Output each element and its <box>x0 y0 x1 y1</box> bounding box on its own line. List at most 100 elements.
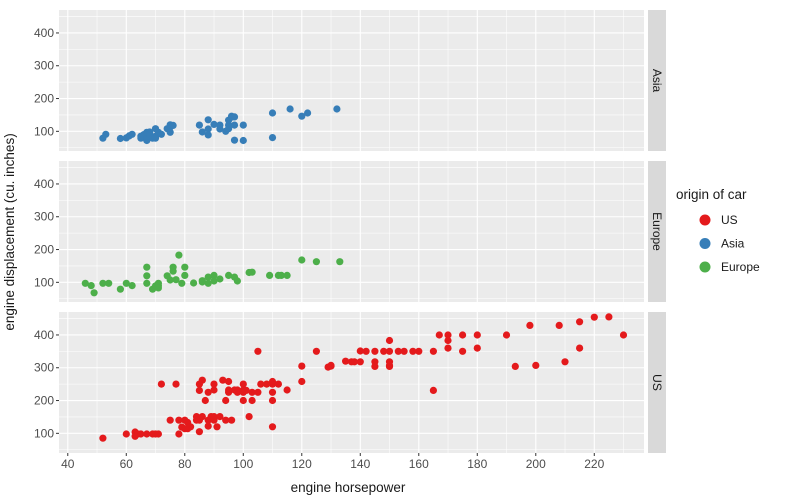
legend: origin of car US Asia Europe <box>676 187 760 274</box>
data-point <box>230 121 239 129</box>
data-point <box>198 277 206 285</box>
data-point <box>511 362 519 370</box>
x-tick-label: 180 <box>467 457 487 471</box>
data-point <box>245 413 253 421</box>
data-point <box>268 380 277 388</box>
data-point <box>274 380 282 388</box>
data-point <box>298 256 306 264</box>
data-point <box>195 121 203 129</box>
y-axis-title: engine displacement (cu. inches) <box>2 133 17 330</box>
legend-label: Europe <box>721 260 760 274</box>
data-point <box>222 416 230 424</box>
data-point <box>151 134 160 142</box>
data-point <box>99 279 107 287</box>
data-point <box>216 275 224 283</box>
data-point <box>336 258 344 266</box>
data-point <box>444 331 452 339</box>
facet-panel-europe: 100 200 300 400 Europe <box>34 161 666 302</box>
facet-strip <box>648 161 666 302</box>
data-point <box>102 130 110 138</box>
data-point <box>143 263 151 271</box>
legend-title: origin of car <box>676 187 747 202</box>
facet-panels: 100 200 300 400 Asia 100 200 300 400 Europe 100 200… <box>34 10 666 453</box>
data-point <box>371 362 379 370</box>
data-point <box>122 430 130 438</box>
data-point <box>225 377 233 386</box>
data-point <box>429 386 437 394</box>
scatter-points-us <box>99 313 628 442</box>
x-tick-label: 220 <box>584 457 604 471</box>
data-point <box>268 423 277 431</box>
data-point <box>198 413 206 421</box>
data-point <box>605 313 613 321</box>
data-point <box>204 273 212 281</box>
data-point <box>327 361 335 369</box>
x-tick-label: 100 <box>233 457 253 471</box>
data-point <box>219 376 227 384</box>
data-point <box>590 313 598 321</box>
data-point <box>333 105 341 113</box>
data-point <box>268 134 277 142</box>
data-point <box>400 347 408 355</box>
data-point <box>233 388 241 396</box>
data-point <box>190 279 198 287</box>
scatter-points-asia <box>99 105 341 145</box>
data-point <box>157 380 165 388</box>
y-tick-label: 100 <box>34 426 54 440</box>
data-point <box>473 344 481 352</box>
y-tick-label: 200 <box>34 394 54 408</box>
data-point <box>143 430 151 438</box>
data-point <box>195 386 203 394</box>
data-point <box>304 109 312 117</box>
y-tick-label: 100 <box>34 124 54 138</box>
x-axis: 40 60 80 100 120 140 160 180 200 220 <box>61 453 605 471</box>
data-point <box>198 128 206 136</box>
data-point <box>198 376 206 384</box>
data-point <box>99 434 107 442</box>
legend-swatch <box>699 214 711 226</box>
data-point <box>286 105 294 113</box>
data-point <box>210 120 218 128</box>
facet-strip-label: Europe <box>650 212 664 251</box>
data-point <box>128 282 136 290</box>
data-point <box>166 416 174 424</box>
data-point <box>268 396 277 405</box>
data-point <box>277 271 285 279</box>
data-point <box>172 380 180 388</box>
x-tick-label: 120 <box>292 457 312 471</box>
data-point <box>210 413 218 421</box>
data-point <box>116 285 124 293</box>
legend-swatch <box>699 238 711 249</box>
legend-swatch <box>699 261 711 273</box>
data-point <box>312 258 320 266</box>
data-point <box>210 277 218 285</box>
data-point <box>233 277 241 285</box>
facet-strip <box>648 312 666 453</box>
data-point <box>210 386 218 394</box>
data-point <box>210 271 218 279</box>
data-point <box>444 336 452 345</box>
scatter-points-europe <box>81 251 344 297</box>
y-tick-label: 400 <box>34 328 54 342</box>
x-tick-label: 40 <box>61 457 75 471</box>
data-point <box>248 268 256 276</box>
data-point <box>444 344 452 352</box>
data-point <box>385 361 394 369</box>
data-point <box>204 279 212 287</box>
data-point <box>230 113 239 121</box>
data-point <box>394 347 402 355</box>
data-point <box>385 347 394 355</box>
data-point <box>473 331 481 339</box>
data-point <box>166 128 174 136</box>
data-point <box>105 279 113 287</box>
data-point <box>154 430 162 438</box>
data-point <box>283 271 291 279</box>
data-point <box>166 276 174 284</box>
data-point <box>248 396 256 405</box>
data-point <box>239 121 247 129</box>
data-point <box>239 136 247 145</box>
facet-strip-label: US <box>650 374 664 391</box>
data-point <box>283 386 291 394</box>
x-tick-label: 140 <box>350 457 370 471</box>
